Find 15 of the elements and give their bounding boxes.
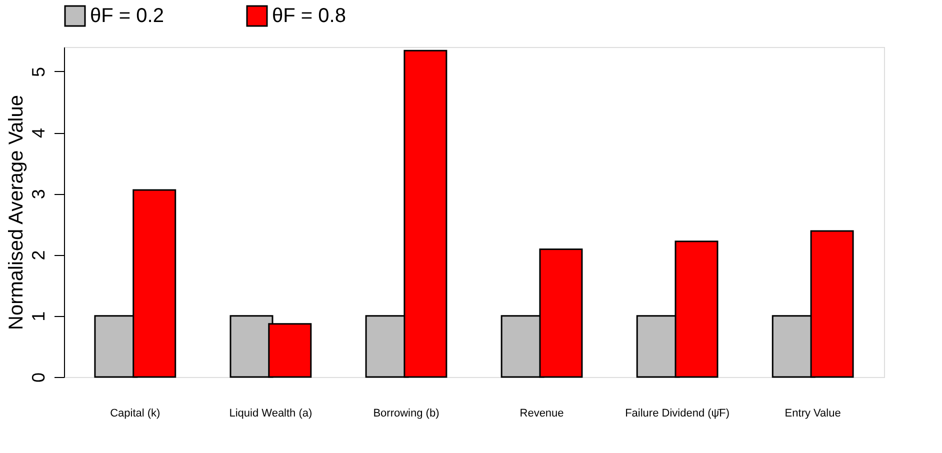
y-tick-label: 4	[28, 128, 48, 138]
legend-label: θF = 0.8	[272, 5, 346, 27]
legend-label: θF = 0.2	[90, 5, 164, 27]
x-tick-label: Liquid Wealth (a)	[229, 408, 312, 420]
y-tick-label: 5	[28, 66, 48, 77]
y-tick-label: 1	[28, 311, 48, 322]
x-tick-label: Entry Value	[784, 408, 841, 420]
y-axis-title: Normalised Average Value	[6, 95, 28, 330]
x-tick-label: Revenue	[520, 408, 564, 420]
x-tick-label: Capital (k)	[110, 408, 160, 420]
y-tick-label: 2	[28, 250, 48, 260]
y-tick-label: 3	[28, 189, 48, 200]
x-tick-label: Borrowing (b)	[373, 408, 440, 420]
x-tick-label: Failure Dividend (ψ̄F)	[625, 408, 730, 420]
y-tick-label: 0	[28, 372, 48, 383]
